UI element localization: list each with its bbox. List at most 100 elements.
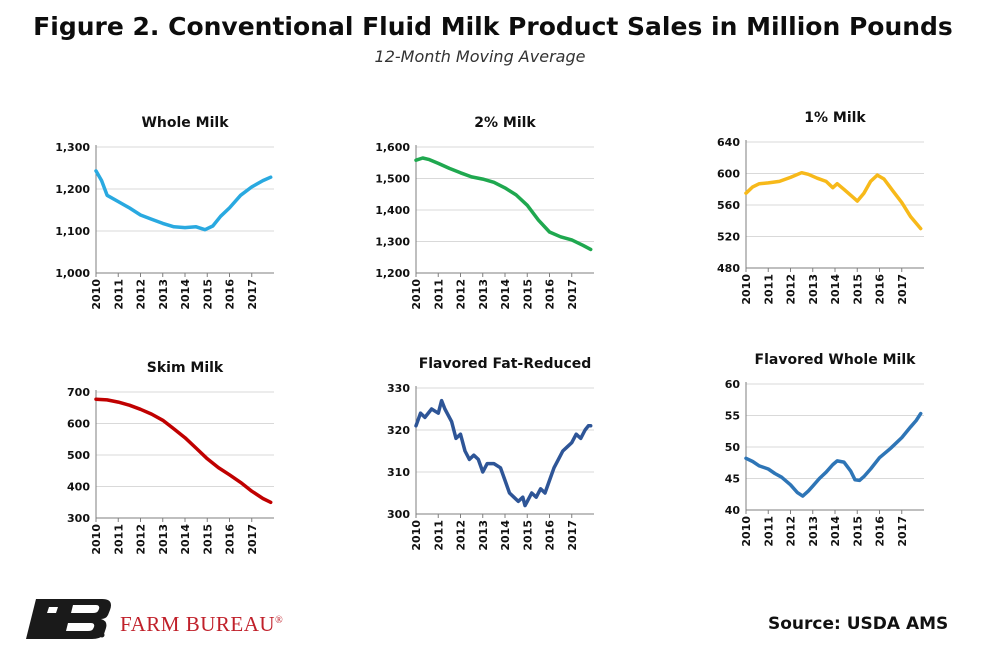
chart-svg: Flavored Whole Milk 40 45 50 55 60 2010 2011 201… <box>725 352 924 547</box>
chart-svg: Skim Milk 300 400 500 600 700 2010 2011 2012 2013… <box>67 360 274 555</box>
figure-subtitle: 12-Month Moving Average <box>374 47 586 66</box>
x-tick-label: 2013 <box>157 524 170 555</box>
figure-title: Figure 2. Conventional Fluid Milk Produc… <box>33 12 953 41</box>
y-tick-label: 640 <box>717 136 740 149</box>
y-tick-label: 300 <box>387 508 410 521</box>
chart-title: Flavored Whole Milk <box>755 352 917 368</box>
brand-name: FARM BUREAU <box>120 612 276 636</box>
x-tick-label: 2013 <box>807 516 820 547</box>
x-tick-label: 2014 <box>829 516 842 547</box>
x-tick-label: 2015 <box>201 524 214 555</box>
y-tick-label: 320 <box>387 424 410 437</box>
x-tick-label: 2016 <box>224 524 237 555</box>
chart-title: Skim Milk <box>147 360 224 376</box>
x-tick-label: 2014 <box>179 279 192 310</box>
chart-svg: Whole Milk 1,000 1,100 1,200 1,300 2010 2011 20… <box>55 115 274 310</box>
chart-svg: 1% Milk 480 520 560 600 640 2010 2011 2012 2013 20… <box>717 110 924 305</box>
x-tick-label: 2016 <box>544 279 557 310</box>
brand-registered-mark: ® <box>275 615 284 626</box>
chart-title: 2% Milk <box>474 115 536 131</box>
x-tick-label: 2014 <box>829 274 842 305</box>
x-tick-label: 2010 <box>90 279 103 310</box>
x-tick-label: 2012 <box>455 279 468 310</box>
y-tick-label: 330 <box>387 382 410 395</box>
x-tick-label: 2016 <box>874 516 887 547</box>
x-tick-label: 2011 <box>432 520 445 551</box>
x-tick-label: 2015 <box>521 279 534 310</box>
x-tick-label: 2012 <box>785 274 798 305</box>
x-tick-label: 2012 <box>135 279 148 310</box>
y-tick-label: 300 <box>67 512 90 525</box>
y-tick-label: 520 <box>717 231 740 244</box>
x-tick-label: 2013 <box>807 274 820 305</box>
x-tick-label: 2015 <box>521 520 534 551</box>
x-tick-label: 2011 <box>432 279 445 310</box>
chart-svg: Flavored Fat-Reduced 300 310 320 330 2010 2011… <box>387 356 594 551</box>
x-tick-label: 2017 <box>566 279 579 310</box>
y-tick-label: 480 <box>717 262 740 275</box>
x-tick-label: 2010 <box>740 516 753 547</box>
chart-flavored-fat-reduced: Flavored Fat-Reduced 300 310 320 330 2010 2011… <box>360 346 600 576</box>
x-tick-label: 2010 <box>410 520 423 551</box>
y-tick-label: 1,300 <box>375 236 410 249</box>
series-line-flavored-fat-reduced <box>414 398 593 508</box>
y-tick-label: 500 <box>67 449 90 462</box>
x-tick-label: 2016 <box>544 520 557 551</box>
x-tick-label: 2010 <box>90 524 103 555</box>
series-line-flavored-whole-milk <box>744 411 923 498</box>
y-tick-label: 400 <box>67 481 90 494</box>
x-tick-label: 2010 <box>410 279 423 310</box>
x-tick-label: 2015 <box>851 516 864 547</box>
chart-skim-milk: Skim Milk 300 400 500 600 700 2010 2011 2012 2013… <box>40 350 280 580</box>
x-tick-label: 2011 <box>762 516 775 547</box>
chart-svg: 2% Milk 1,200 1,300 1,400 1,500 1,600 2010 2011… <box>375 115 594 310</box>
x-tick-label: 2012 <box>785 516 798 547</box>
y-tick-label: 1,200 <box>375 267 410 280</box>
x-tick-label: 2011 <box>112 524 125 555</box>
series-line-1-percent-milk <box>744 170 923 231</box>
x-tick-label: 2017 <box>566 520 579 551</box>
chart-2-percent-milk: 2% Milk 1,200 1,300 1,400 1,500 1,600 2010 2011… <box>360 105 600 335</box>
chart-flavored-whole-milk: Flavored Whole Milk 40 45 50 55 60 2010 2011 201… <box>690 342 930 572</box>
x-tick-label: 2011 <box>762 274 775 305</box>
x-tick-label: 2015 <box>201 279 214 310</box>
x-tick-label: 2017 <box>896 274 909 305</box>
chart-whole-milk: Whole Milk 1,000 1,100 1,200 1,300 2010 2011 20… <box>40 105 280 335</box>
y-tick-label: 1,200 <box>55 183 90 196</box>
series-line-2-percent-milk <box>414 156 593 252</box>
series-line-whole-milk <box>94 169 273 232</box>
y-tick-label: 560 <box>717 199 740 212</box>
x-tick-label: 2013 <box>477 520 490 551</box>
y-tick-label: 310 <box>387 466 410 479</box>
x-tick-label: 2014 <box>499 520 512 551</box>
y-tick-label: 40 <box>725 504 741 517</box>
y-tick-label: 60 <box>725 378 741 391</box>
x-tick-label: 2011 <box>112 279 125 310</box>
farm-bureau-wordmark: FARM BUREAU® <box>120 612 283 637</box>
y-tick-label: 1,100 <box>55 225 90 238</box>
x-tick-label: 2014 <box>499 279 512 310</box>
x-tick-label: 2013 <box>157 279 170 310</box>
x-tick-label: 2013 <box>477 279 490 310</box>
x-tick-label: 2017 <box>896 516 909 547</box>
x-tick-label: 2017 <box>246 524 259 555</box>
chart-title: Flavored Fat-Reduced <box>419 356 592 372</box>
y-tick-label: 600 <box>717 168 740 181</box>
chart-1-percent-milk: 1% Milk 480 520 560 600 640 2010 2011 2012 2013 20… <box>690 100 930 330</box>
source-note: Source: USDA AMS <box>768 614 949 634</box>
chart-title: Whole Milk <box>141 115 229 131</box>
x-tick-label: 2014 <box>179 524 192 555</box>
y-tick-label: 1,500 <box>375 173 410 186</box>
x-tick-label: 2012 <box>455 520 468 551</box>
y-tick-label: 1,300 <box>55 141 90 154</box>
y-tick-label: 700 <box>67 386 90 399</box>
y-tick-label: 45 <box>725 473 740 486</box>
x-tick-label: 2016 <box>874 274 887 305</box>
y-tick-label: 55 <box>725 410 740 423</box>
series-line-skim-milk <box>94 397 273 505</box>
y-tick-label: 1,400 <box>375 204 410 217</box>
x-tick-label: 2012 <box>135 524 148 555</box>
x-tick-label: 2016 <box>224 279 237 310</box>
y-tick-label: 1,600 <box>375 141 410 154</box>
farm-bureau-logo <box>22 596 112 646</box>
